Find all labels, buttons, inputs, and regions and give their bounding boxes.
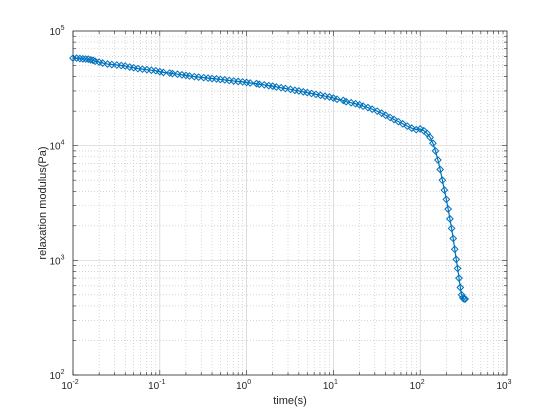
x-tick-labels: 10-2 10-1 100 101 102 103 xyxy=(61,379,511,392)
data-point-marker xyxy=(138,65,147,74)
grid-lines xyxy=(73,31,507,375)
data-point-marker xyxy=(373,107,382,116)
data-point-marker xyxy=(81,55,90,63)
data-point-marker xyxy=(84,55,93,64)
x-tick-label: 103 xyxy=(496,379,511,392)
data-point-marker xyxy=(452,255,461,264)
data-point-marker xyxy=(325,93,334,101)
x-axis-label: time(s) xyxy=(273,395,307,407)
y-tick-label: 102 xyxy=(49,369,64,382)
data-point-marker xyxy=(461,295,470,303)
data-point-marker xyxy=(159,68,168,77)
data-point-marker xyxy=(286,85,295,94)
data-point-marker xyxy=(364,103,372,112)
data-point-marker xyxy=(220,75,229,84)
data-point-marker xyxy=(426,133,434,142)
data-point-marker xyxy=(98,59,107,67)
plot-area xyxy=(73,31,507,375)
data-point-marker xyxy=(444,205,453,213)
data-point-marker xyxy=(252,79,261,88)
data-point-marker xyxy=(281,84,290,93)
data-point-marker xyxy=(381,111,390,120)
data-point-marker xyxy=(246,79,255,87)
data-point-marker xyxy=(347,98,356,107)
data-point-marker xyxy=(428,139,437,148)
data-point-marker xyxy=(368,105,377,114)
data-point-marker xyxy=(447,224,456,233)
y-tick-label: 104 xyxy=(49,140,64,153)
data-point-marker xyxy=(75,54,84,63)
data-point-marker xyxy=(165,69,174,77)
x-tick-label: 102 xyxy=(410,379,425,392)
data-point-marker xyxy=(456,283,465,292)
data-point-marker xyxy=(412,125,421,134)
series-relaxation-modulus xyxy=(69,54,470,303)
data-point-marker xyxy=(225,76,234,85)
data-point-marker xyxy=(78,54,87,63)
data-point-marker xyxy=(312,90,320,99)
data-point-marker xyxy=(394,117,403,126)
data-point-marker xyxy=(442,195,451,204)
data-point-marker xyxy=(173,70,182,79)
data-point-marker xyxy=(449,234,458,243)
data-point-marker xyxy=(185,72,194,80)
data-point-marker xyxy=(272,83,281,91)
data-point-marker xyxy=(386,113,395,122)
data-point-marker xyxy=(321,92,329,101)
data-point-marker xyxy=(440,186,449,194)
data-point-marker xyxy=(255,80,264,89)
data-point-marker xyxy=(86,55,95,64)
data-point-marker xyxy=(359,102,368,111)
data-point-marker xyxy=(333,95,341,104)
data-point-marker xyxy=(107,60,116,69)
axes-box xyxy=(72,30,508,376)
data-point-marker xyxy=(453,264,462,273)
data-point-marker xyxy=(129,63,138,72)
data-point-marker xyxy=(194,73,203,82)
data-point-marker xyxy=(277,83,286,92)
x-tick-label: 100 xyxy=(236,379,251,392)
data-point-marker xyxy=(142,65,151,74)
data-point-marker xyxy=(351,99,360,108)
data-point-marker xyxy=(342,97,350,106)
data-point-marker xyxy=(147,66,156,75)
data-point-marker xyxy=(121,62,130,70)
data-point-marker xyxy=(260,80,269,89)
data-point-marker xyxy=(294,87,303,95)
data-point-marker xyxy=(89,56,97,65)
data-point-marker xyxy=(398,119,407,128)
y-tick-label: 103 xyxy=(49,254,64,267)
data-point-marker xyxy=(303,88,312,97)
y-tick-labels: 102 103 104 105 xyxy=(49,25,64,382)
data-point-marker xyxy=(390,115,398,124)
data-point-marker xyxy=(436,165,445,174)
data-point-marker xyxy=(438,176,447,185)
x-tick-label: 10-2 xyxy=(61,379,78,392)
data-point-marker xyxy=(307,89,316,98)
data-point-marker xyxy=(403,122,412,131)
data-point-marker xyxy=(316,91,325,100)
data-point-marker xyxy=(416,125,425,133)
data-point-marker xyxy=(431,147,440,155)
data-point-marker xyxy=(455,274,463,283)
data-point-marker xyxy=(434,156,442,164)
data-point-marker xyxy=(377,109,386,118)
y-axis-label: relaxation modulus(Pa) xyxy=(37,146,49,259)
y-tick-label: 105 xyxy=(49,25,64,38)
data-point-marker xyxy=(450,245,459,254)
data-point-marker xyxy=(168,69,177,78)
x-tick-label: 101 xyxy=(323,379,338,392)
data-point-marker xyxy=(446,214,454,223)
data-point-marker xyxy=(407,124,416,133)
data-point-marker xyxy=(460,295,468,303)
x-tick-label: 10-1 xyxy=(148,379,165,392)
